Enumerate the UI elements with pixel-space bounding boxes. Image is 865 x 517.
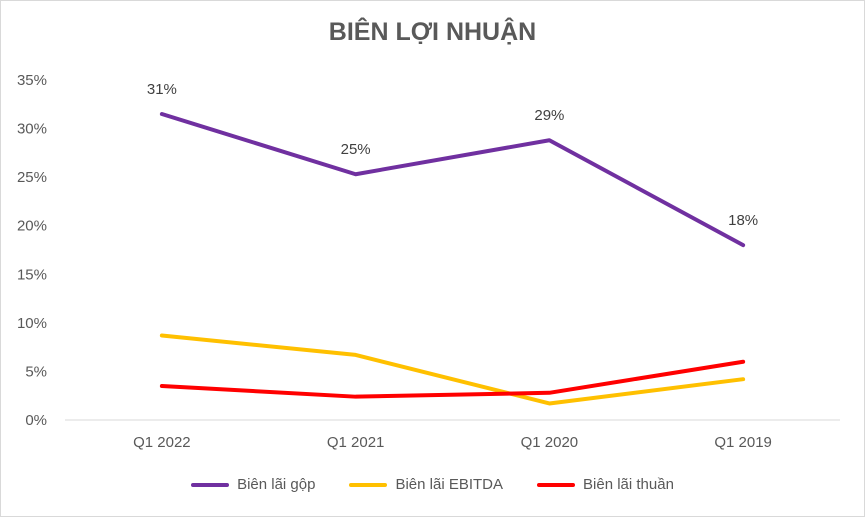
- x-tick-label: Q1 2022: [133, 434, 191, 451]
- y-tick-label: 30%: [17, 121, 47, 138]
- chart-legend: Biên lãi gộp Biên lãi EBITDA Biên lãi th…: [0, 476, 865, 493]
- x-tick-label: Q1 2021: [327, 434, 385, 451]
- legend-swatch-net-margin: [537, 482, 576, 487]
- data-label: 31%: [147, 81, 177, 98]
- legend-swatch-ebitda-margin: [349, 482, 388, 487]
- y-tick-label: 15%: [17, 266, 47, 283]
- data-label: 29%: [534, 107, 564, 124]
- series-line-bien-lai-gop: [159, 112, 746, 248]
- y-tick-label: 25%: [17, 169, 47, 186]
- legend-item-net-margin: Biên lãi thuần: [537, 476, 674, 493]
- y-tick-label: 0%: [25, 412, 47, 429]
- x-tick-label: Q1 2020: [521, 434, 579, 451]
- y-tick-label: 5%: [25, 363, 47, 380]
- legend-item-gross-margin: Biên lãi gộp: [191, 476, 315, 493]
- legend-label-ebitda-margin: Biên lãi EBITDA: [395, 476, 504, 493]
- legend-label-gross-margin: Biên lãi gộp: [237, 476, 316, 493]
- data-label: 25%: [341, 141, 371, 158]
- y-tick-label: 20%: [17, 218, 47, 235]
- x-tick-label: Q1 2019: [714, 434, 772, 451]
- legend-label-net-margin: Biên lãi thuần: [583, 476, 674, 493]
- data-label: 18%: [728, 212, 758, 229]
- y-tick-label: 35%: [17, 72, 47, 89]
- chart-title: BIÊN LỢI NHUẬN: [328, 18, 537, 46]
- legend-swatch-gross-margin: [191, 482, 230, 487]
- legend-item-ebitda-margin: Biên lãi EBITDA: [349, 476, 503, 493]
- series-line-bien-lai-ebitda: [159, 333, 746, 406]
- y-tick-label: 10%: [17, 315, 47, 332]
- series-line-bien-lai-thuan: [159, 359, 746, 399]
